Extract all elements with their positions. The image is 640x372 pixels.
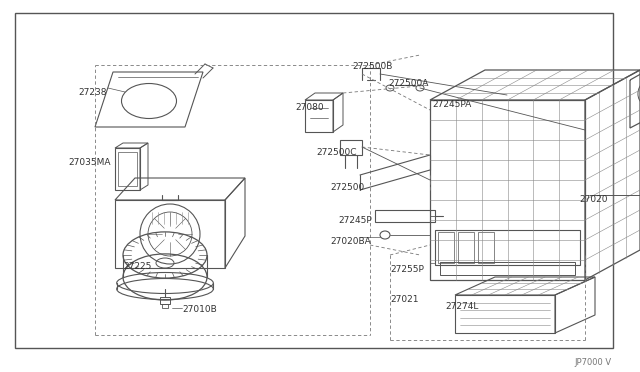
- Bar: [118, 152, 137, 186]
- Text: 272500B: 272500B: [352, 62, 392, 71]
- Text: 27020: 27020: [579, 195, 608, 204]
- Text: 27255P: 27255P: [390, 265, 424, 274]
- Text: 272500C: 272500C: [316, 148, 356, 157]
- Text: 27021: 27021: [390, 295, 419, 304]
- Bar: [458, 232, 474, 263]
- Text: 27245P: 27245P: [338, 216, 372, 225]
- Text: JP7000 V: JP7000 V: [575, 358, 612, 367]
- Bar: [440, 262, 575, 275]
- Bar: [375, 210, 435, 222]
- Text: 27238: 27238: [78, 88, 106, 97]
- Bar: [305, 100, 333, 132]
- Bar: [160, 297, 170, 304]
- Bar: [115, 148, 140, 190]
- Text: 27245PA: 27245PA: [432, 100, 471, 109]
- Text: 27020BA: 27020BA: [330, 237, 371, 246]
- Text: 27225: 27225: [123, 262, 152, 271]
- Bar: [455, 295, 555, 333]
- Bar: [438, 232, 454, 263]
- Bar: [340, 140, 362, 155]
- Text: 27035MA: 27035MA: [68, 158, 111, 167]
- Bar: [478, 232, 494, 263]
- Text: 272500A: 272500A: [388, 79, 428, 88]
- Text: 27274L: 27274L: [445, 302, 478, 311]
- Bar: [430, 100, 585, 280]
- Text: 27010B: 27010B: [182, 305, 217, 314]
- Bar: [115, 200, 225, 268]
- Bar: [162, 304, 168, 308]
- Text: 272500: 272500: [330, 183, 364, 192]
- Bar: [435, 230, 580, 265]
- Text: 27080: 27080: [295, 103, 324, 112]
